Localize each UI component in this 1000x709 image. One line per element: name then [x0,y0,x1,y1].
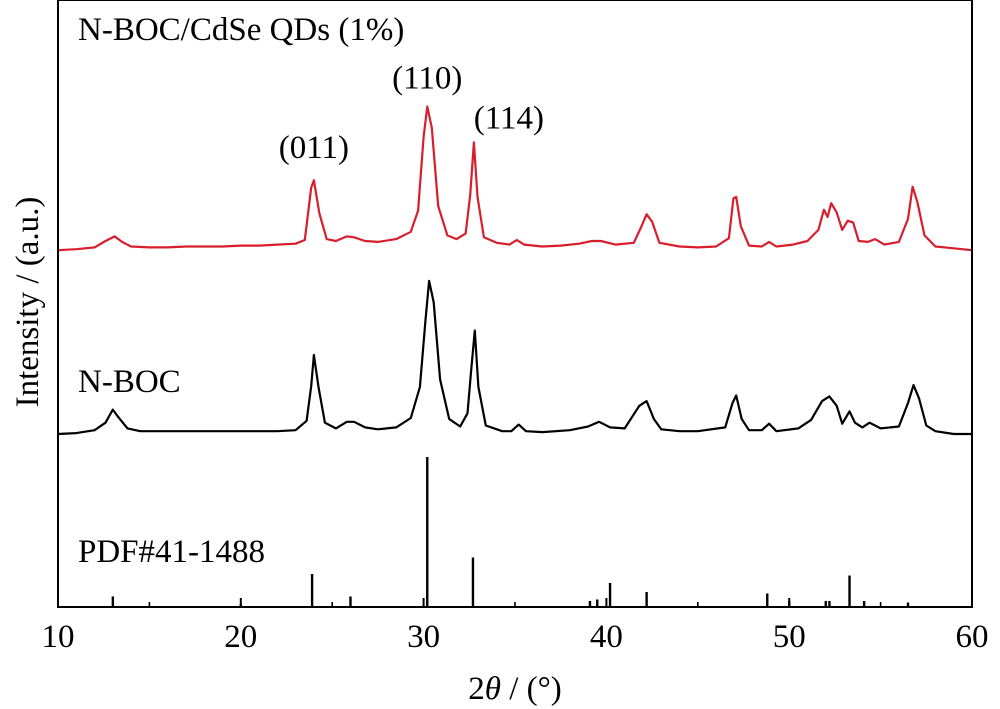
x-axis-label-prefix: 2 [468,671,485,707]
series-label-composite: N-BOC/CdSe QDs (1%) [78,12,404,48]
annotations: (011) (110) (114) [279,61,544,167]
x-axis-label: 2θ / (°) [468,671,562,707]
x-tick-label-20: 20 [224,619,257,655]
x-tick-label-30: 30 [407,619,440,655]
x-tick-label-60: 60 [956,619,989,655]
x-axis-label-symbol: θ [485,671,501,707]
series-line-composite [57,105,973,252]
peak-annotation-114: (114) [474,101,544,137]
series-line-nboc [57,279,972,436]
peak-annotation-110: (110) [392,61,462,97]
peak-annotation-011: (011) [279,130,349,166]
y-axis-label: Intensity / (a.u.) [10,197,46,408]
series-label-nboc: N-BOC [78,364,181,400]
reference-label: PDF#41-1488 [78,534,265,570]
plot-frame [57,0,973,608]
x-axis: 10 20 30 40 50 60 [42,598,989,655]
x-axis-label-suffix: / (°) [501,671,562,707]
x-tick-label-10: 10 [42,619,75,655]
x-tick-label-40: 40 [590,619,623,655]
plot-area [57,105,973,607]
x-tick-label-50: 50 [773,619,806,655]
